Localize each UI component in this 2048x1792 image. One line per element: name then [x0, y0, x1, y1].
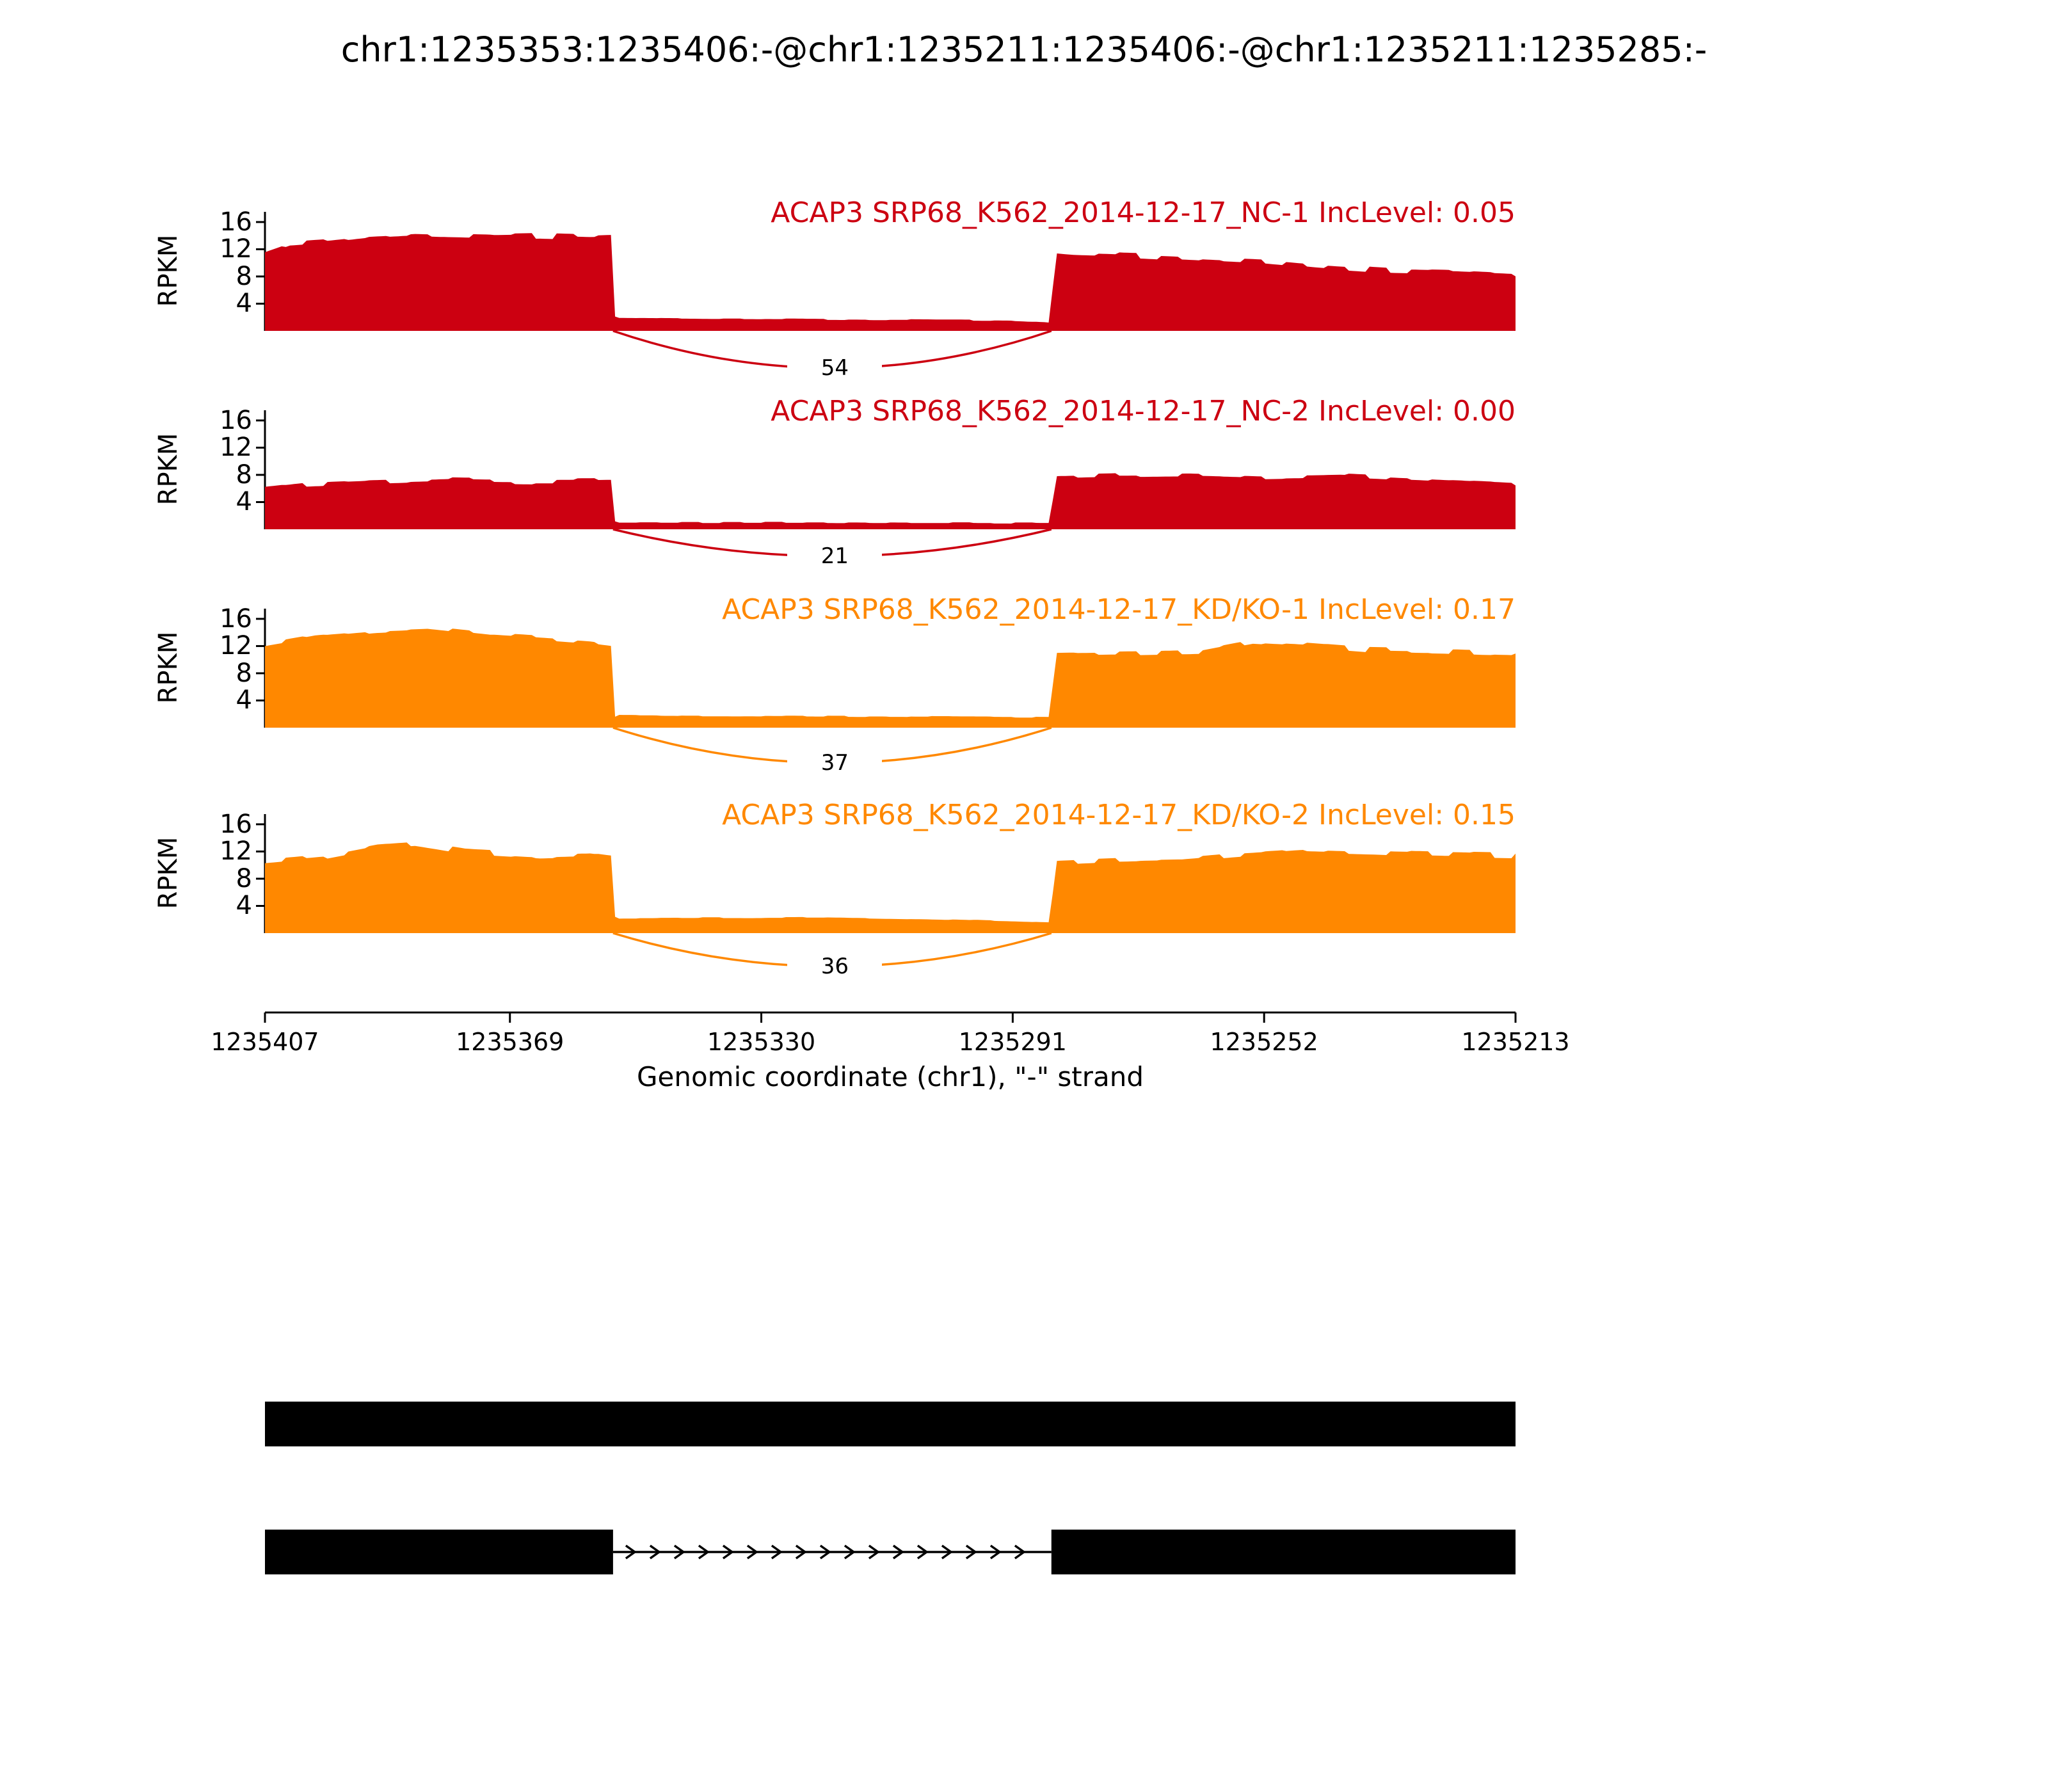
coverage-area: [265, 473, 1516, 529]
y-tick-label: 8: [236, 460, 252, 490]
y-tick-label: 4: [236, 487, 252, 517]
x-tick-label: 1235213: [1461, 1028, 1570, 1056]
y-tick-label: 8: [236, 658, 252, 688]
y-tick-label: 4: [236, 289, 252, 319]
y-tick-label: 12: [220, 234, 252, 264]
intron-direction-arrow: [1014, 1544, 1026, 1560]
y-tick-label: 8: [236, 261, 252, 291]
coverage-area: [265, 628, 1516, 728]
figure-title: chr1:1235353:1235406:-@chr1:1235211:1235…: [340, 29, 1708, 70]
junction-count: 54: [787, 354, 883, 382]
intron-direction-arrow: [625, 1544, 637, 1560]
rpkm-axis-label: RPKM: [154, 433, 183, 506]
intron-direction-arrow: [941, 1544, 953, 1560]
intron-direction-arrow: [965, 1544, 977, 1560]
rpkm-axis-label: RPKM: [154, 631, 183, 704]
intron-direction-arrow: [698, 1544, 710, 1560]
y-tick-label: 4: [236, 891, 252, 921]
y-tick-label: 12: [220, 631, 252, 661]
intron-direction-arrow: [722, 1544, 734, 1560]
intron-direction-arrow: [844, 1544, 856, 1560]
x-tick-label: 1235252: [1210, 1028, 1318, 1056]
x-tick-label: 1235330: [707, 1028, 816, 1056]
x-tick-label: 1235407: [211, 1028, 319, 1056]
track-label: ACAP3 SRP68_K562_2014-12-17_NC-1 IncLeve…: [771, 196, 1516, 229]
x-tick-label: 1235291: [958, 1028, 1067, 1056]
intron-direction-arrow: [892, 1544, 904, 1560]
junction-count: 21: [787, 542, 883, 570]
y-tick-label: 8: [236, 863, 252, 893]
junction-count: 36: [787, 952, 883, 980]
rpkm-axis-label: RPKM: [154, 234, 183, 307]
intron-direction-arrow: [746, 1544, 758, 1560]
track-label: ACAP3 SRP68_K562_2014-12-17_NC-2 IncLeve…: [771, 395, 1516, 428]
intron-direction-arrow: [795, 1544, 807, 1560]
x-tick-label: 1235369: [456, 1028, 564, 1056]
gene-model-exon: [1051, 1530, 1516, 1574]
y-tick-label: 16: [220, 207, 252, 237]
intron-direction-arrow: [868, 1544, 880, 1560]
x-axis-title: Genomic coordinate (chr1), "-" strand: [636, 1061, 1144, 1092]
y-tick-label: 16: [220, 405, 252, 435]
intron-direction-arrow: [771, 1544, 783, 1560]
gene-model-exon: [265, 1402, 1516, 1446]
intron-direction-arrow: [673, 1544, 685, 1560]
y-tick-label: 16: [220, 809, 252, 839]
coverage-area: [265, 233, 1516, 331]
intron-direction-arrow: [916, 1544, 929, 1560]
y-tick-label: 4: [236, 685, 252, 716]
intron-direction-arrow: [989, 1544, 1002, 1560]
y-tick-label: 16: [220, 604, 252, 634]
track-label: ACAP3 SRP68_K562_2014-12-17_KD/KO-1 IncL…: [722, 593, 1516, 626]
gene-model-exon: [265, 1530, 613, 1574]
rpkm-axis-label: RPKM: [154, 836, 183, 909]
coverage-area: [265, 842, 1516, 933]
y-tick-label: 12: [220, 836, 252, 867]
junction-count: 37: [787, 749, 883, 777]
intron-direction-arrow: [819, 1544, 831, 1560]
intron-direction-arrow: [649, 1544, 661, 1560]
track-label: ACAP3 SRP68_K562_2014-12-17_KD/KO-2 IncL…: [722, 799, 1516, 831]
y-tick-label: 12: [220, 433, 252, 463]
